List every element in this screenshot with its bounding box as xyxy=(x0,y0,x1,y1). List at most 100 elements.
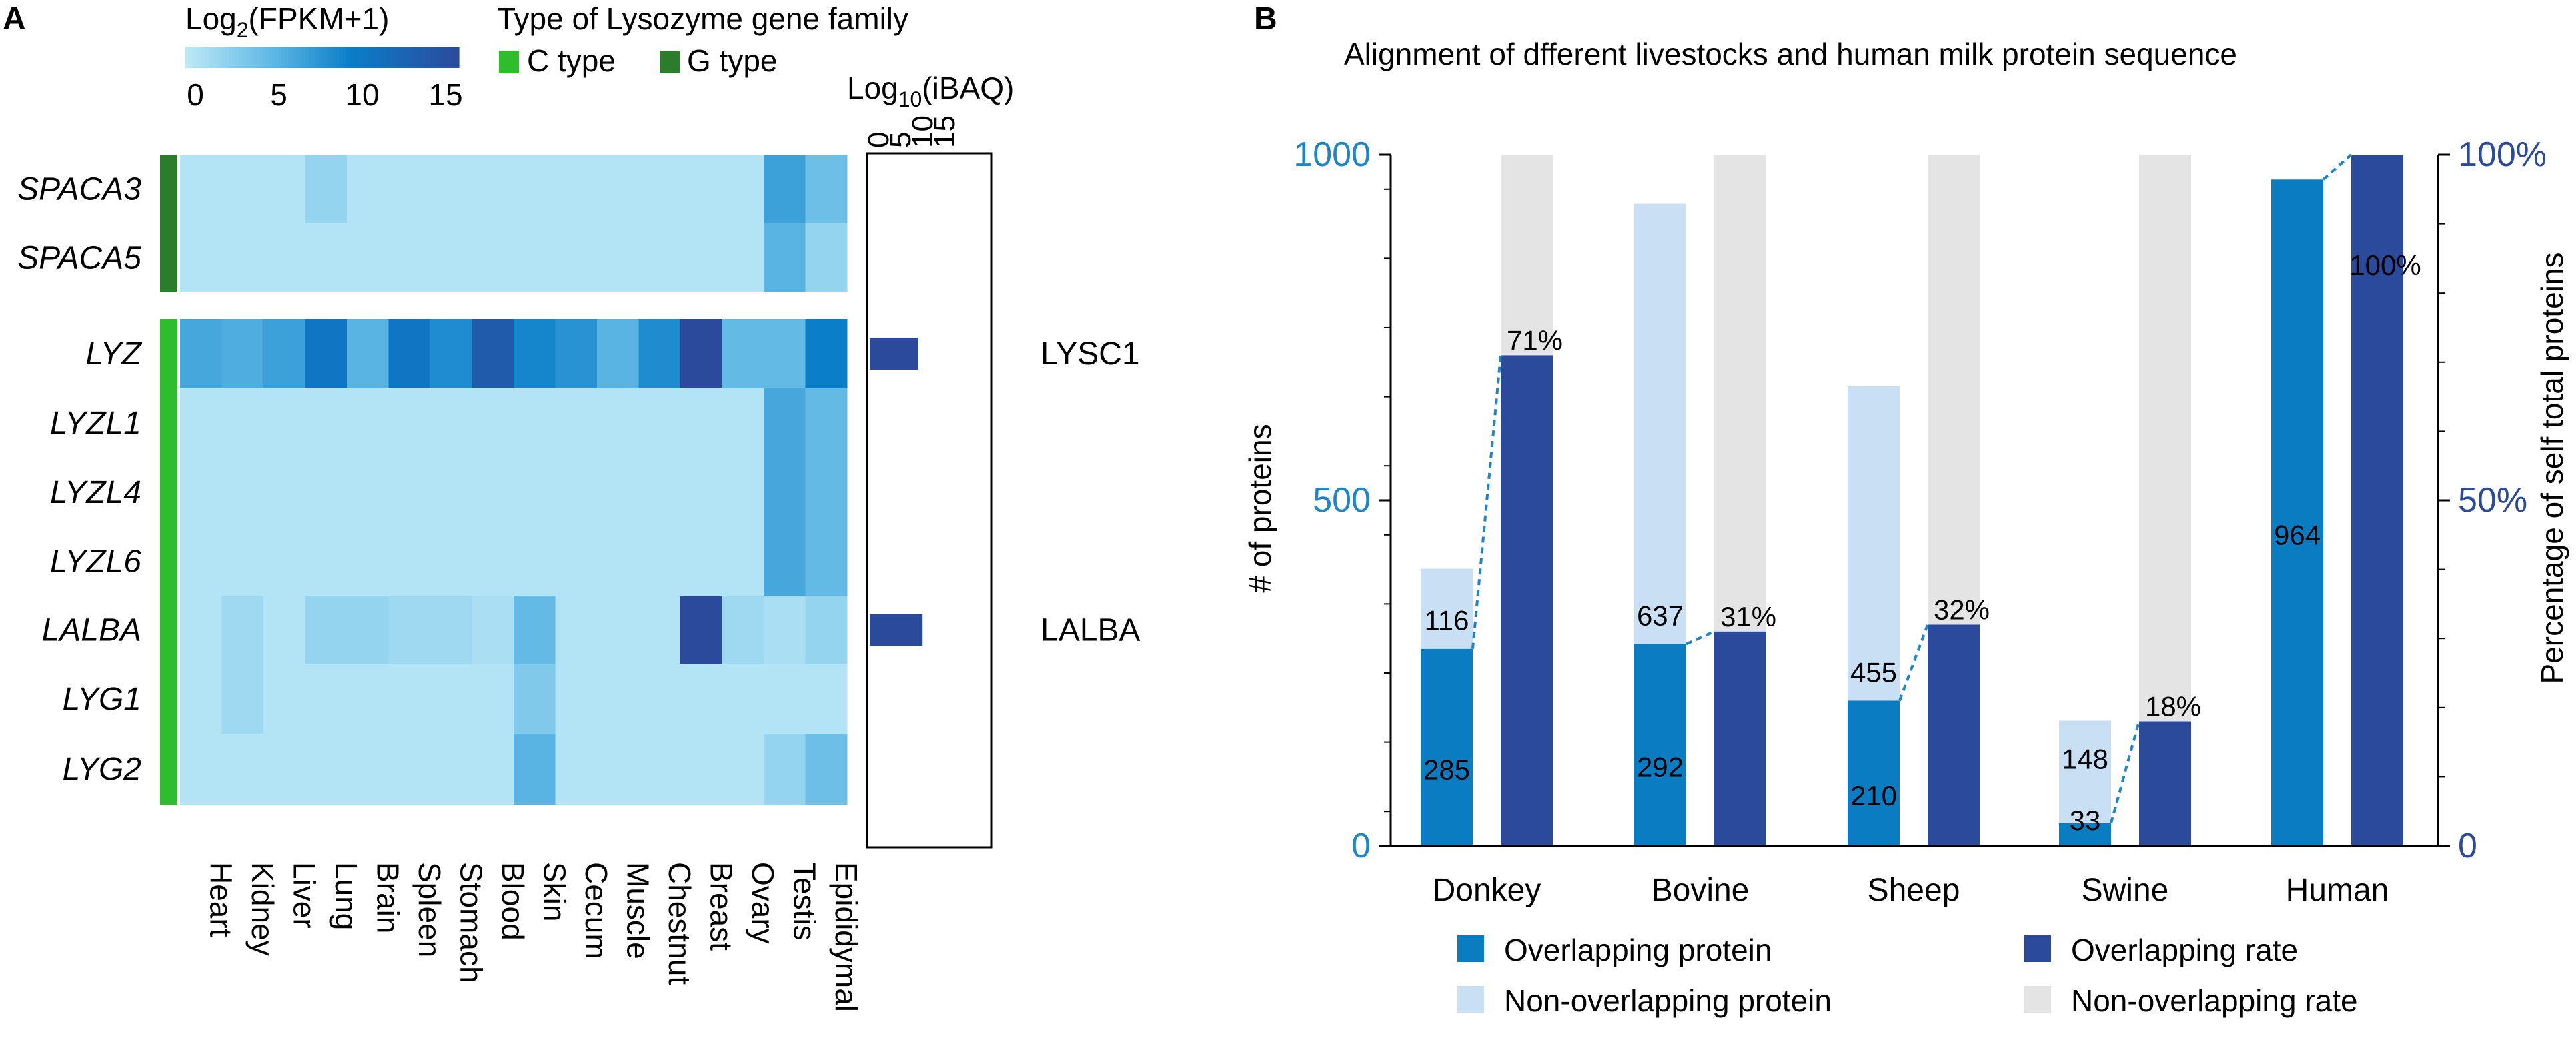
category-label: Donkey xyxy=(1433,873,1541,908)
heatmap-cell xyxy=(805,596,848,664)
heatmap-cell xyxy=(347,458,389,527)
heatmap-cell xyxy=(638,458,681,527)
bar-non-overlapping-rate xyxy=(1714,155,1766,632)
heatmap-cell xyxy=(722,664,764,734)
non-overlapping-protein-label: 116 xyxy=(1425,605,1469,636)
heatmap-cell xyxy=(722,319,764,388)
chart-b-legend: Overlapping protein Non-overlapping prote… xyxy=(1457,933,2358,1018)
ibaq-bar xyxy=(870,338,918,370)
bar-non-overlapping-protein xyxy=(1848,386,1900,701)
heatmap-cell xyxy=(430,388,472,458)
colorbar-segment xyxy=(189,47,193,68)
heatmap-cell xyxy=(514,223,556,292)
ibaq-tick-label: 5 xyxy=(884,132,917,148)
heatmap-cell xyxy=(388,527,431,596)
family-bar-c-type xyxy=(160,319,177,805)
tissue-label: Heart xyxy=(203,862,238,937)
overlapping-protein-label: 33 xyxy=(2070,805,2101,836)
colorbar-segment xyxy=(312,47,316,68)
heatmap-cell xyxy=(555,458,598,527)
overlapping-rate-label: 31% xyxy=(1720,601,1776,632)
colorbar-segment xyxy=(315,47,319,68)
heatmap-cell xyxy=(430,155,472,223)
heatmap-cell xyxy=(638,388,681,458)
heatmap-cell xyxy=(305,458,348,527)
heatmap-cell xyxy=(722,734,764,805)
heatmap-cell xyxy=(221,223,264,292)
family-legend-title: Type of Lysozyme gene family xyxy=(497,1,908,36)
gene-labels: SPACA3 SPACA5 LYZ LYZL1 LYZL4 LYZL6 LALBA LYG1 L… xyxy=(17,172,143,788)
colorbar-segment xyxy=(302,47,306,68)
heatmap-cell xyxy=(680,388,722,458)
colorbar-segment xyxy=(359,47,363,68)
colorbar-segment xyxy=(255,47,259,68)
colorbar-segment xyxy=(426,47,430,68)
colorbar-segment xyxy=(429,47,433,68)
tissue-label: Spleen xyxy=(412,862,447,957)
heatmap-cell xyxy=(180,527,222,596)
category-label: Swine xyxy=(2082,873,2169,908)
colorbar-segment xyxy=(185,47,189,68)
colorbar-tick-label: 15 xyxy=(428,77,462,112)
tissue-label: Blood xyxy=(496,862,530,941)
family-color-bars xyxy=(160,155,177,805)
y-tick-label-right: 100% xyxy=(2458,135,2547,174)
heatmap-cell xyxy=(514,596,556,664)
colorbar-segment xyxy=(376,47,380,68)
legend-swatch xyxy=(1457,986,1484,1013)
heatmap-cell xyxy=(472,596,514,664)
overlapping-rate-label: 32% xyxy=(1934,594,1990,625)
overlapping-rate-label: 71% xyxy=(1507,324,1563,356)
colorbar-segment xyxy=(209,47,213,68)
gene-label: LYZL4 xyxy=(50,475,141,510)
heatmap-cell xyxy=(514,527,556,596)
heatmap-cell xyxy=(514,155,556,223)
colorbar-segment xyxy=(259,47,263,68)
colorbar-segment xyxy=(392,47,396,68)
bar-overlapping-rate xyxy=(2139,721,2191,846)
heatmap-cell xyxy=(430,527,472,596)
heatmap-cell xyxy=(305,596,348,664)
heatmap-cell xyxy=(680,734,722,805)
colorbar-legend: Log2(FPKM+1) 0 5 10 15 xyxy=(185,1,463,112)
family-legend: Type of Lysozyme gene family C type G ty… xyxy=(497,1,908,78)
heatmap-cell xyxy=(597,596,639,664)
heatmap-cell xyxy=(764,388,806,458)
chart-b-title: Alignment of dfferent livestocks and hum… xyxy=(1344,37,2237,71)
tissue-label: Epididymal xyxy=(829,862,864,1012)
heatmap-cell xyxy=(555,223,598,292)
colorbar-segment xyxy=(212,47,216,68)
heatmap-cell xyxy=(514,388,556,458)
ibaq-bar-label: LYSC1 xyxy=(1041,336,1140,372)
ibaq-tick-label: 15 xyxy=(928,115,961,148)
heatmap-cell xyxy=(305,319,348,388)
gene-label: SPACA3 xyxy=(17,172,141,207)
heatmap-cell xyxy=(430,223,472,292)
heatmap-cell xyxy=(472,527,514,596)
heatmap-cell xyxy=(680,664,722,734)
heatmap-cell xyxy=(180,319,222,388)
colorbar-segment xyxy=(252,47,256,68)
colorbar-segment xyxy=(362,47,366,68)
colorbar-segment xyxy=(192,47,196,68)
heatmap-cell xyxy=(221,458,264,527)
heatmap xyxy=(180,155,848,805)
heatmap-cell xyxy=(388,458,431,527)
heatmap-cell xyxy=(805,734,848,805)
colorbar-segment xyxy=(339,47,343,68)
heatmap-cell xyxy=(263,319,305,388)
colorbar-segment xyxy=(396,47,400,68)
heatmap-cell xyxy=(805,527,848,596)
colorbar-segment xyxy=(349,47,353,68)
colorbar-segment xyxy=(402,47,406,68)
colorbar-segment xyxy=(369,47,373,68)
heatmap-cell xyxy=(514,734,556,805)
heatmap-cell xyxy=(555,734,598,805)
heatmap-cell xyxy=(555,527,598,596)
non-overlapping-protein-label: 455 xyxy=(1850,656,1897,688)
heatmap-cell xyxy=(514,458,556,527)
colorbar-segment xyxy=(326,47,330,68)
tissue-label: Skin xyxy=(537,862,572,921)
heatmap-cell xyxy=(555,664,598,734)
